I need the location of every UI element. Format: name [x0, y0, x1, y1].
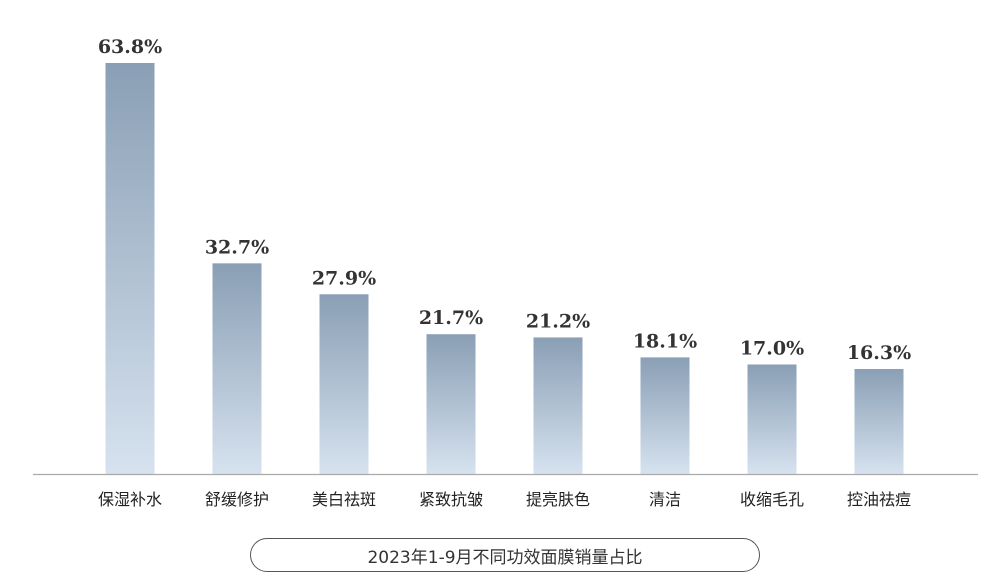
category-label: 控油祛痘	[847, 490, 911, 509]
category-label: 美白祛斑	[312, 490, 376, 509]
category-label: 提亮肤色	[526, 490, 590, 509]
labels-layer: 63.8% 保湿补水 32.7% 舒缓修护 27.9% 美白祛斑 21.7% 紧致抗皱 21.2…	[98, 36, 911, 509]
bar	[640, 357, 690, 474]
data-label: 21.7%	[419, 307, 483, 329]
bar	[426, 334, 476, 474]
bars-layer	[105, 63, 904, 474]
data-label: 27.9%	[312, 267, 376, 289]
data-label: 17.0%	[740, 337, 804, 359]
data-label: 63.8%	[98, 36, 162, 58]
bar	[533, 337, 583, 474]
data-label: 18.1%	[633, 330, 697, 352]
category-label: 清洁	[649, 490, 681, 509]
category-label: 紧致抗皱	[419, 490, 483, 509]
category-label: 保湿补水	[98, 490, 162, 509]
data-label: 21.2%	[526, 310, 590, 332]
bar	[854, 368, 904, 474]
chart-title-caption: 2023年1-9月不同功效面膜销量占比	[250, 538, 760, 572]
data-label: 32.7%	[205, 236, 269, 258]
bar	[747, 364, 797, 474]
bar	[319, 294, 369, 474]
bar	[212, 263, 262, 474]
category-label: 舒缓修护	[205, 490, 269, 509]
data-label: 16.3%	[847, 342, 911, 364]
category-label: 收缩毛孔	[740, 490, 804, 509]
bar	[105, 63, 155, 474]
